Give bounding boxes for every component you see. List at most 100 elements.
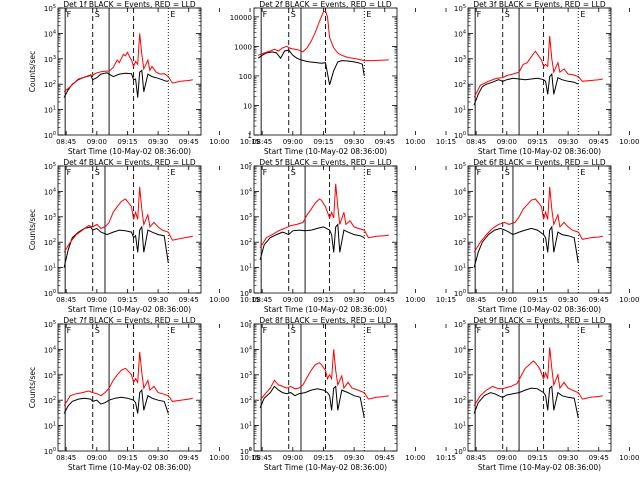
chart-title: Det 1f BLACK = Events, RED = LLD — [63, 0, 196, 9]
y-tick-label: 102 — [454, 80, 466, 89]
chart-title: Det 6f BLACK = Events, RED = LLD — [473, 158, 606, 167]
y-tick-label: 100 — [44, 447, 56, 456]
x-tick-label: 09:30 — [558, 138, 578, 146]
chart-title: Det 9f BLACK = Events, RED = LLD — [473, 316, 606, 325]
x-tick-label: 09:30 — [344, 454, 364, 462]
x-axis-label: Start Time (10-May-02 08:36:00) — [478, 305, 601, 314]
event-mark: S — [95, 10, 100, 19]
y-tick-label: 102 — [454, 396, 466, 405]
x-axis-label: Start Time (10-May-02 08:36:00) — [264, 305, 387, 314]
event-mark: F — [263, 168, 268, 177]
y-tick-label: 102 — [240, 238, 252, 247]
plot-frame — [253, 165, 398, 294]
y-tick-label: 100 — [454, 447, 466, 456]
x-tick-label: 09:00 — [497, 296, 517, 304]
y-tick-label: 1000 — [234, 43, 252, 51]
x-tick-label: 09:00 — [87, 454, 107, 462]
x-axis-label: Start Time (10-May-02 08:36:00) — [264, 463, 387, 472]
x-tick-label: 09:15 — [117, 296, 137, 304]
x-tick-label: 09:00 — [497, 138, 517, 146]
event-mark: E — [580, 168, 585, 177]
x-axis-label: Start Time (10-May-02 08:36:00) — [264, 147, 387, 156]
x-tick-label: 09:15 — [117, 454, 137, 462]
x-tick-label: 09:15 — [117, 138, 137, 146]
lld-series-line — [473, 186, 603, 253]
y-tick-label: 104 — [44, 29, 56, 38]
x-tick-label: 08:45 — [252, 296, 272, 304]
event-mark: E — [366, 10, 371, 19]
y-tick-label: 100 — [240, 289, 252, 298]
event-mark: F — [477, 168, 482, 177]
y-tick-label: 101 — [44, 106, 56, 115]
y-tick-label: 101 — [44, 422, 56, 431]
events-series-line — [63, 225, 169, 268]
chart-title: Det 5f BLACK = Events, RED = LLD — [259, 158, 392, 167]
y-tick-label: 103 — [454, 213, 466, 222]
x-tick-label: 09:15 — [527, 454, 547, 462]
y-axis-label: Counts/sec — [28, 367, 37, 408]
x-tick-label: 10:15 — [436, 296, 456, 304]
x-tick-label: 09:30 — [148, 138, 168, 146]
x-tick-label: 09:15 — [527, 296, 547, 304]
y-tick-label: 105 — [44, 4, 56, 13]
y-tick-label: 101 — [454, 264, 466, 273]
event-mark: F — [67, 326, 72, 335]
x-tick-label: 09:15 — [527, 138, 547, 146]
y-tick-label: 103 — [240, 213, 252, 222]
x-tick-label: 08:45 — [252, 454, 272, 462]
events-series-line — [473, 72, 579, 106]
x-tick-label: 09:45 — [375, 138, 395, 146]
x-tick-label: 10:00 — [619, 296, 639, 304]
y-tick-label: 105 — [44, 320, 56, 329]
y-tick-label: 101 — [44, 264, 56, 273]
y-tick-label: 105 — [44, 162, 56, 171]
y-tick-label: 102 — [44, 80, 56, 89]
x-tick-label: 08:45 — [466, 454, 486, 462]
y-axis-label: Counts/sec — [28, 51, 37, 92]
y-tick-label: 102 — [454, 238, 466, 247]
plot-frame — [467, 7, 612, 136]
event-mark: F — [477, 326, 482, 335]
y-tick-label: 100 — [239, 73, 252, 81]
lld-series-line — [63, 33, 193, 93]
x-tick-label: 09:00 — [283, 296, 303, 304]
x-tick-label: 09:15 — [313, 138, 333, 146]
x-tick-label: 08:45 — [252, 138, 272, 146]
x-tick-label: 09:00 — [283, 454, 303, 462]
y-tick-label: 104 — [44, 345, 56, 354]
y-tick-label: 104 — [240, 187, 252, 196]
plot-frame — [57, 165, 202, 294]
x-axis-label: Start Time (10-May-02 08:36:00) — [68, 463, 191, 472]
y-tick-label: 101 — [240, 422, 252, 431]
x-axis-label: Start Time (10-May-02 08:36:00) — [68, 305, 191, 314]
y-tick-label: 105 — [240, 162, 252, 171]
lld-series-line — [63, 351, 193, 407]
x-tick-label: 08:45 — [56, 296, 76, 304]
events-series-line — [63, 69, 169, 98]
event-mark: E — [366, 326, 371, 335]
plot-frame — [467, 165, 612, 294]
y-tick-label: 10000 — [230, 14, 252, 22]
chart-title: Det 3f BLACK = Events, RED = LLD — [473, 0, 606, 9]
event-mark: S — [95, 168, 100, 177]
lld-series-line — [259, 183, 389, 249]
x-axis-label: Start Time (10-May-02 08:36:00) — [68, 147, 191, 156]
y-tick-label: 100 — [454, 289, 466, 298]
x-tick-label: 10:00 — [209, 138, 229, 146]
y-tick-label: 104 — [454, 345, 466, 354]
x-tick-label: 10:00 — [619, 454, 639, 462]
x-tick-label: 10:00 — [405, 296, 425, 304]
events-series-line — [473, 385, 579, 419]
y-tick-label: 103 — [44, 371, 56, 380]
y-tick-label: 102 — [44, 238, 56, 247]
y-tick-label: 102 — [240, 396, 252, 405]
x-tick-label: 10:15 — [436, 454, 456, 462]
